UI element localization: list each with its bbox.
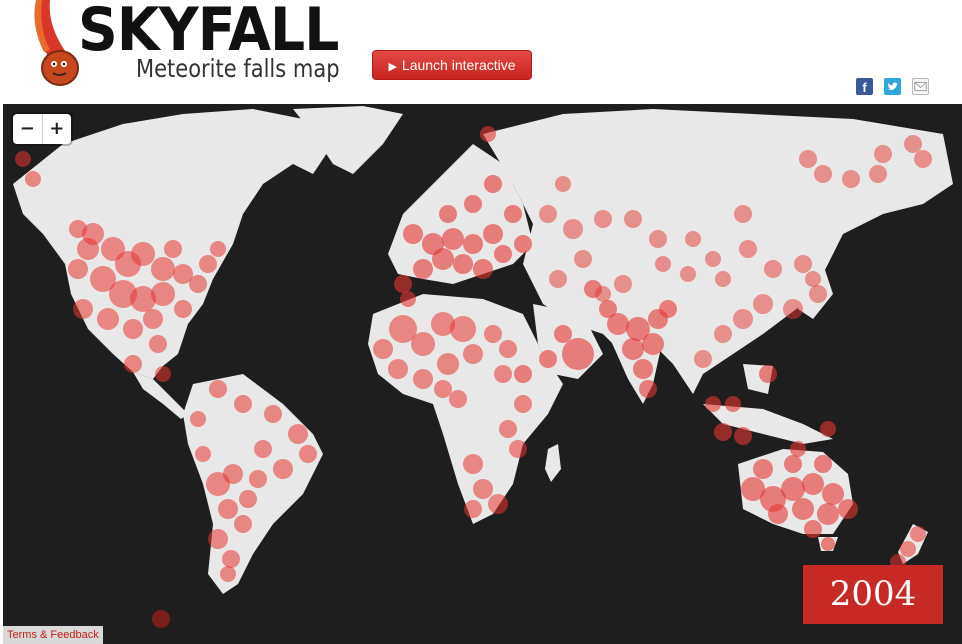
email-share-icon[interactable] xyxy=(912,78,929,95)
zoom-controls: − + xyxy=(13,114,71,144)
terms-feedback-link[interactable]: Terms & Feedback xyxy=(3,626,103,644)
facebook-share-icon[interactable]: f xyxy=(856,78,873,95)
zoom-out-button[interactable]: − xyxy=(13,114,43,144)
launch-interactive-button[interactable]: ▶ Launch interactive xyxy=(372,50,532,80)
launch-interactive-label: Launch interactive xyxy=(401,57,516,73)
play-icon: ▶ xyxy=(388,61,397,73)
meteorite-falls-map[interactable]: − + 2004 xyxy=(3,104,962,644)
header: SKYFALL Meteorite falls map ▶ Launch inte… xyxy=(0,0,962,104)
meteorite-fall-markers xyxy=(15,126,932,628)
zoom-in-button[interactable]: + xyxy=(49,118,65,139)
app-subtitle: Meteorite falls map xyxy=(136,54,340,83)
year-display: 2004 xyxy=(803,565,943,624)
meteor-logo-icon xyxy=(34,0,79,86)
app-title: SKYFALL xyxy=(78,0,339,65)
world-map-canvas xyxy=(13,106,953,628)
twitter-share-icon[interactable] xyxy=(884,78,901,95)
